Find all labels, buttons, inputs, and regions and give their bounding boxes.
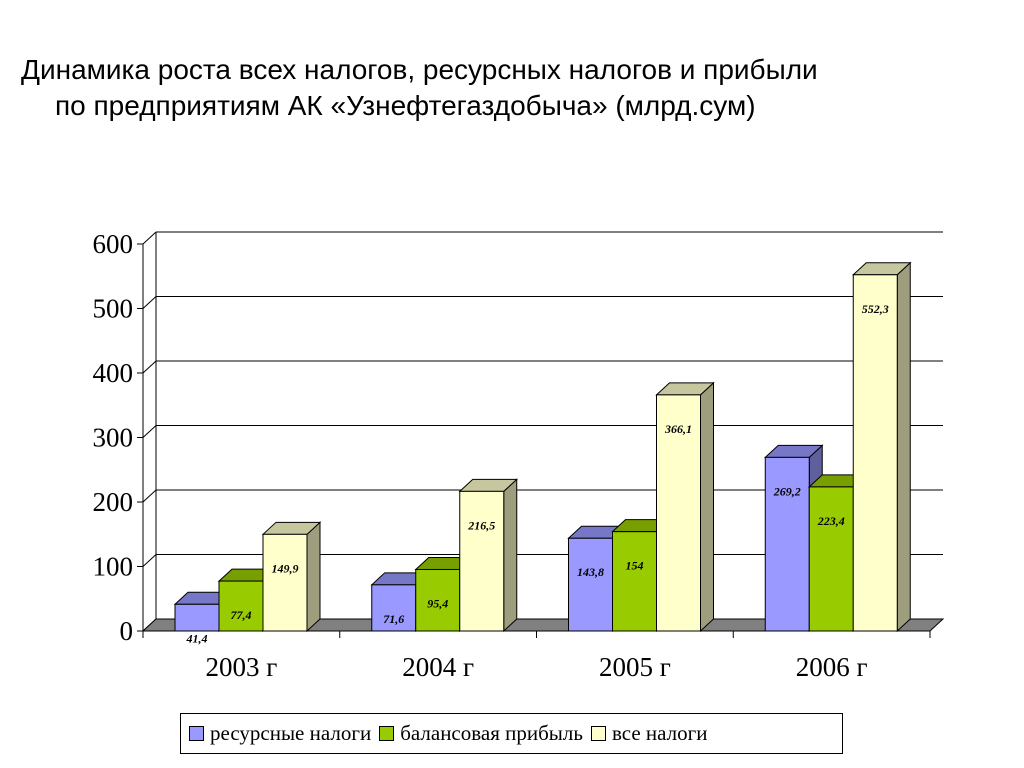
bar xyxy=(612,531,657,632)
legend-label: ресурсные налоги xyxy=(210,721,372,745)
data-label: 269,2 xyxy=(773,484,801,498)
chart-legend: ресурсные налоги балансовая прибыль все на… xyxy=(180,713,843,754)
data-label: 216,5 xyxy=(467,518,495,532)
data-label: 77,4 xyxy=(231,608,252,622)
data-label: 154 xyxy=(626,559,644,573)
legend-swatch xyxy=(189,726,204,741)
y-tick-label: 500 xyxy=(93,294,134,324)
gridline-depth xyxy=(142,296,157,309)
data-label: 552,3 xyxy=(862,302,889,316)
legend-item: ресурсные налоги xyxy=(189,721,371,746)
y-tick-label: 300 xyxy=(93,423,134,453)
data-label: 143,8 xyxy=(577,565,604,579)
x-category-label: 2003 г xyxy=(205,652,277,682)
bar xyxy=(568,537,613,632)
bar-side xyxy=(306,521,321,633)
bar-side xyxy=(896,261,911,633)
data-label: 149,9 xyxy=(272,561,299,575)
data-label: 95,4 xyxy=(427,596,448,610)
data-label: 223,4 xyxy=(817,514,845,528)
bar xyxy=(459,490,505,632)
bar xyxy=(415,568,461,632)
legend-swatch xyxy=(590,726,606,741)
legend-item: все налоги xyxy=(590,721,708,746)
bar xyxy=(371,584,417,632)
legend-item: балансовая прибыль xyxy=(379,721,583,746)
legend-label: все налоги xyxy=(611,721,708,745)
x-category-label: 2004 г xyxy=(402,652,474,682)
y-tick-label: 200 xyxy=(93,487,134,517)
gridline-depth xyxy=(142,360,157,374)
bar-side xyxy=(700,381,714,633)
gridline-depth xyxy=(142,554,157,567)
y-tick-label: 100 xyxy=(93,552,134,582)
bar xyxy=(808,486,854,632)
data-label: 41,4 xyxy=(186,631,208,645)
bar xyxy=(852,274,898,632)
data-label: 366,1 xyxy=(664,422,692,436)
gridline-depth xyxy=(142,231,157,245)
chart-title-line-2: по предприятиям АК «Узнефтегаздобыча» (м… xyxy=(55,90,756,121)
x-category-label: 2005 г xyxy=(599,652,671,682)
gridline-depth xyxy=(142,425,157,438)
y-tick-label: 0 xyxy=(120,616,134,646)
gridline-depth xyxy=(142,489,157,503)
bar xyxy=(262,533,308,632)
bar xyxy=(656,394,701,632)
legend-label: балансовая прибыль xyxy=(400,721,583,745)
bar xyxy=(174,603,220,632)
legend-swatch xyxy=(379,726,395,741)
bar-side xyxy=(503,478,518,633)
x-category-label: 2006 г xyxy=(796,652,868,682)
data-label: 71,6 xyxy=(383,612,404,626)
bar xyxy=(218,580,264,632)
y-tick-label: 600 xyxy=(93,229,134,259)
bar xyxy=(764,456,810,632)
y-tick-label: 400 xyxy=(93,358,134,388)
chart-title-line-1: Динамика роста всех налогов, ресурсных н… xyxy=(21,54,818,85)
